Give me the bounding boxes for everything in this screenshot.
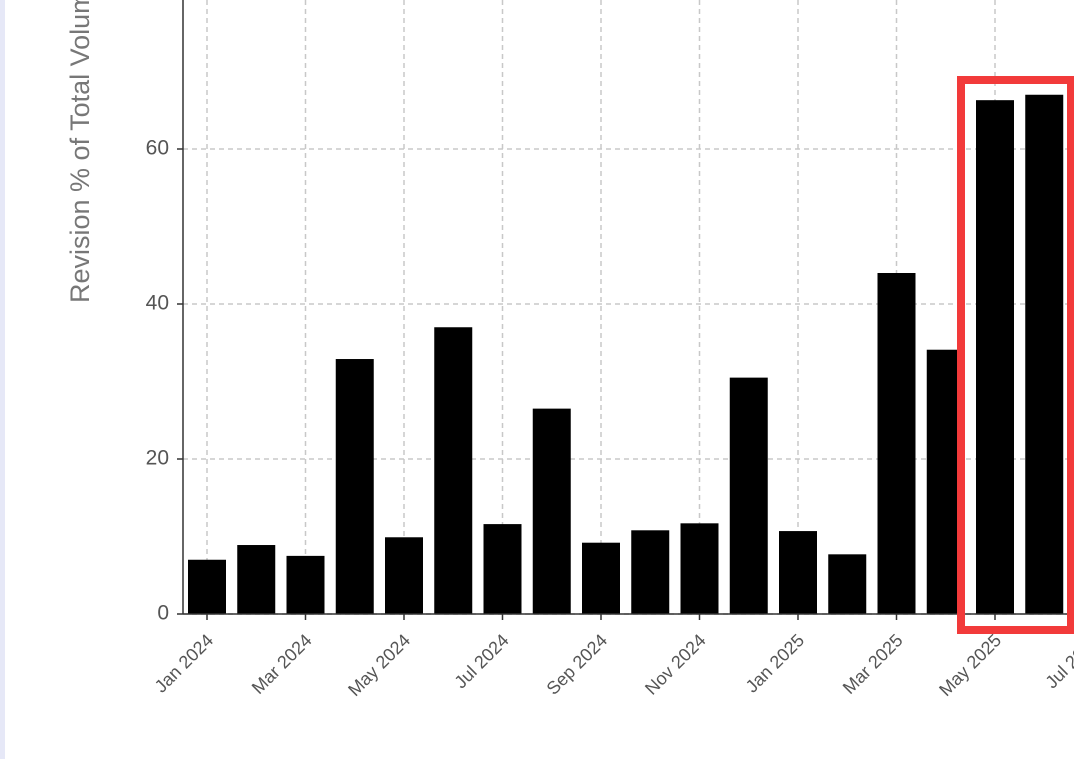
bar bbox=[385, 537, 423, 614]
y-tick-label: 20 bbox=[146, 447, 169, 470]
x-tick-label: Mar 2025 bbox=[839, 630, 907, 698]
bars bbox=[188, 94, 1064, 615]
x-tick-label: May 2025 bbox=[935, 630, 1005, 700]
y-tick-label: 0 bbox=[157, 602, 169, 625]
bar bbox=[729, 377, 768, 614]
y-tick-label: 40 bbox=[146, 292, 169, 315]
bar bbox=[779, 531, 817, 614]
x-tick-label: May 2024 bbox=[344, 630, 414, 700]
bar bbox=[828, 554, 867, 614]
x-tick-label: Mar 2024 bbox=[248, 630, 316, 698]
side-stripe bbox=[0, 0, 5, 759]
bar bbox=[877, 273, 916, 614]
x-tick-label: Sep 2024 bbox=[543, 630, 612, 699]
bar bbox=[335, 359, 374, 614]
x-tick-label: Nov 2024 bbox=[641, 630, 710, 699]
bar bbox=[188, 559, 226, 614]
bar bbox=[434, 327, 473, 614]
bar bbox=[1025, 94, 1064, 614]
bar bbox=[680, 523, 719, 614]
bar bbox=[237, 545, 276, 614]
y-tick-label: 80 bbox=[146, 0, 169, 5]
x-tick-label: Jan 2024 bbox=[151, 630, 218, 697]
bar bbox=[286, 555, 325, 614]
highlight-box bbox=[957, 76, 1074, 634]
y-tick-label: 60 bbox=[146, 137, 169, 160]
bar bbox=[582, 542, 620, 614]
y-axis-title: Revision % of Total Volume bbox=[65, 0, 95, 303]
bar bbox=[976, 100, 1014, 615]
x-tick-label: Jul 2024 bbox=[450, 630, 512, 692]
bar bbox=[631, 530, 670, 614]
bar bbox=[532, 408, 571, 614]
x-tick-label: Jan 2025 bbox=[742, 630, 809, 697]
x-tick-label: Jul 2025 bbox=[1041, 630, 1074, 692]
bar bbox=[483, 524, 522, 614]
